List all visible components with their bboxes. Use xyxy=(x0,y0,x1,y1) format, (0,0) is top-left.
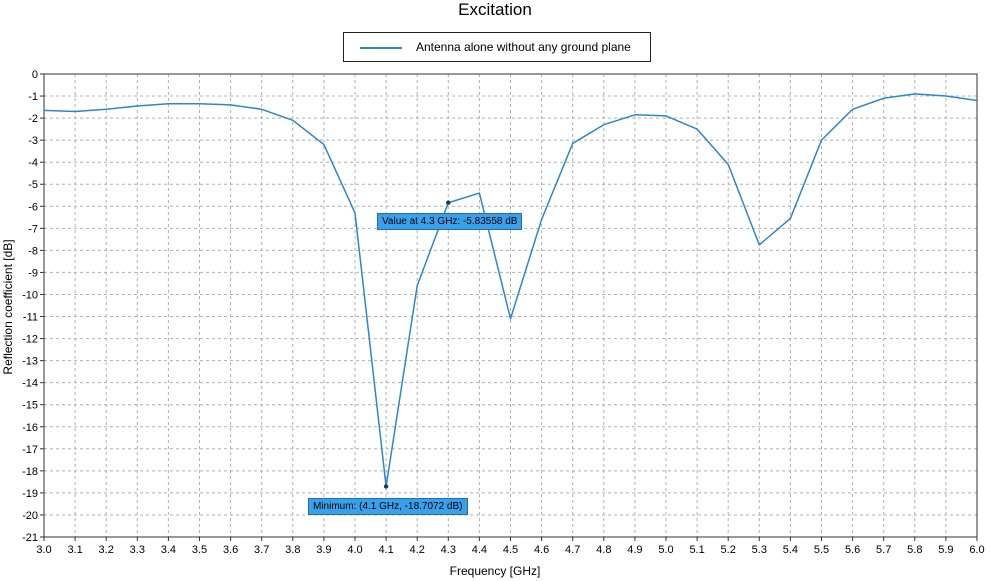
x-tick-label: 3.9 xyxy=(316,544,331,556)
x-tick-label: 5.2 xyxy=(721,544,736,556)
y-tick-label: -13 xyxy=(22,356,38,368)
x-tick-label: 4.3 xyxy=(441,544,456,556)
x-tick-label: 5.1 xyxy=(689,544,704,556)
x-tick-label: 3.4 xyxy=(161,544,176,556)
x-tick-label: 3.0 xyxy=(36,544,51,556)
x-tick-label: 6.0 xyxy=(969,544,984,556)
x-tick-label: 5.3 xyxy=(752,544,767,556)
y-tick-label: 0 xyxy=(32,69,38,81)
x-tick-label: 4.2 xyxy=(410,544,425,556)
x-tick-label: 3.7 xyxy=(254,544,269,556)
y-tick-label: -10 xyxy=(22,289,38,301)
x-tick-label: 5.0 xyxy=(658,544,673,556)
x-tick-label: 5.7 xyxy=(876,544,891,556)
y-tick-label: -12 xyxy=(22,334,38,346)
x-tick-label: 3.3 xyxy=(130,544,145,556)
y-tick-label: -9 xyxy=(28,267,38,279)
x-tick-label: 4.6 xyxy=(534,544,549,556)
x-tick-label: 5.8 xyxy=(907,544,922,556)
y-axis-label: Reflection coefficient [dB] xyxy=(1,239,15,375)
y-tick-label: -8 xyxy=(28,245,38,257)
x-tick-label: 5.6 xyxy=(845,544,860,556)
x-tick-label: 4.5 xyxy=(503,544,518,556)
y-tick-label: -3 xyxy=(28,135,38,147)
x-tick-label: 3.2 xyxy=(99,544,114,556)
annotation-marker xyxy=(383,484,389,489)
y-tick-label: -7 xyxy=(28,223,38,235)
x-tick-label: 3.1 xyxy=(67,544,82,556)
y-tick-label: -15 xyxy=(22,400,38,412)
annotation-value-tooltip: Value at 4.3 GHz: -5.83558 dB xyxy=(377,213,523,230)
x-tick-label: 5.5 xyxy=(814,544,829,556)
x-tick-label: 4.7 xyxy=(565,544,580,556)
y-tick-label: -4 xyxy=(28,157,38,169)
y-tick-label: -17 xyxy=(22,444,38,456)
y-tick-label: -21 xyxy=(22,532,38,544)
chart-title: Excitation xyxy=(458,0,532,19)
y-tick-label: -14 xyxy=(22,378,38,390)
annotation-minimum-tooltip: Minimum: (4.1 GHz, -18.7072 dB) xyxy=(308,498,468,515)
legend-series-swatch xyxy=(360,47,402,49)
x-axis-label: Frequency [GHz] xyxy=(449,564,541,578)
y-tick-label: -2 xyxy=(28,113,38,125)
y-tick-label: -19 xyxy=(22,488,38,500)
x-tick-label: 4.9 xyxy=(627,544,642,556)
y-tick-label: -18 xyxy=(22,466,38,478)
x-tick-label: 5.4 xyxy=(783,544,798,556)
y-tick-label: -6 xyxy=(28,201,38,213)
annotation-marker xyxy=(446,200,451,205)
plot-frame xyxy=(43,73,978,538)
y-tick-label: -16 xyxy=(22,422,38,434)
y-tick-label: -20 xyxy=(22,510,38,522)
y-tick-label: -1 xyxy=(28,91,38,103)
y-tick-label: -5 xyxy=(28,179,38,191)
x-tick-label: 3.8 xyxy=(285,544,300,556)
x-tick-label: 4.8 xyxy=(596,544,611,556)
x-tick-label: 5.9 xyxy=(938,544,953,556)
y-tick-label: -11 xyxy=(23,312,38,324)
x-tick-label: 3.6 xyxy=(223,544,238,556)
x-tick-label: 4.1 xyxy=(378,544,393,556)
legend: Antenna alone without any ground plane xyxy=(343,32,651,62)
legend-series-label: Antenna alone without any ground plane xyxy=(416,40,631,54)
x-tick-label: 3.5 xyxy=(192,544,207,556)
x-tick-label: 4.4 xyxy=(472,544,487,556)
x-tick-label: 4.0 xyxy=(347,544,362,556)
